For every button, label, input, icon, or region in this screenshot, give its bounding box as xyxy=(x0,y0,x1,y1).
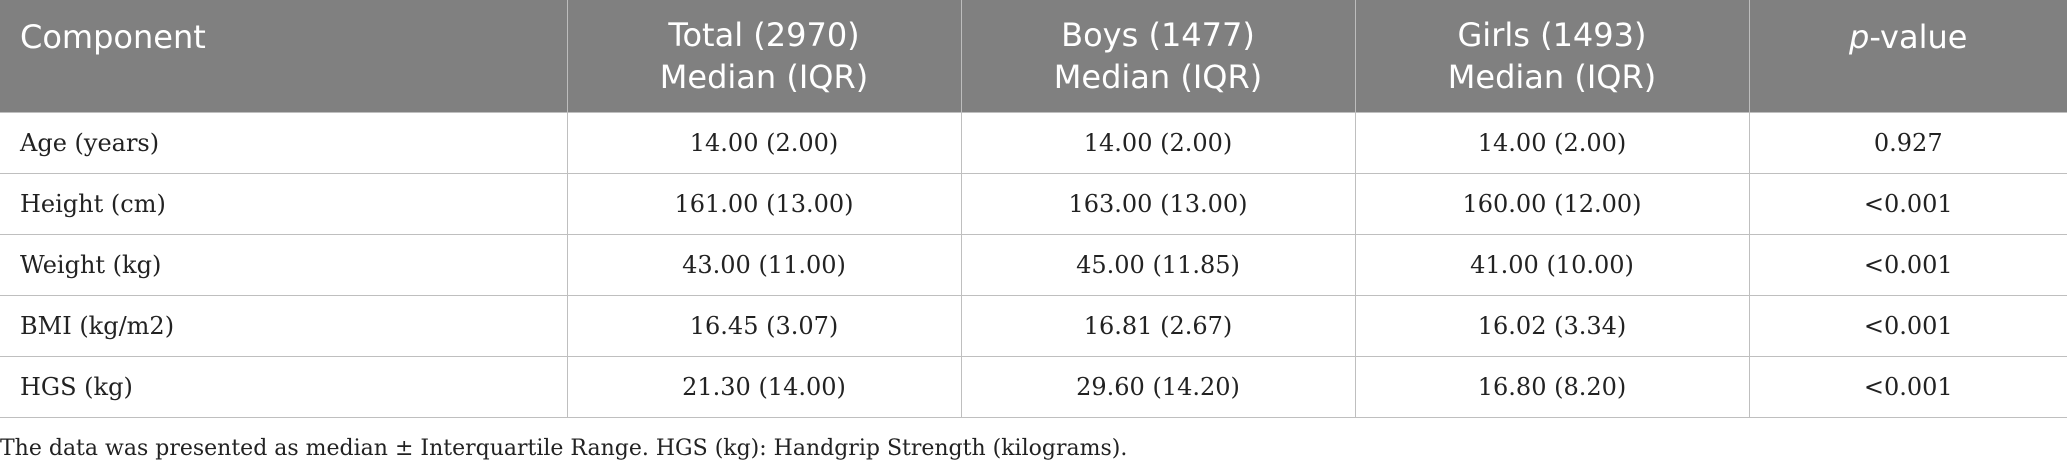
header-girls-line2: Median (IQR) xyxy=(1447,58,1657,96)
header-row: Component Total (2970) Median (IQR) Boys… xyxy=(0,0,2067,113)
cell-total: 14.00 (2.00) xyxy=(566,112,961,174)
cell-total: 16.45 (3.07) xyxy=(566,295,961,357)
cell-girls: 16.02 (3.34) xyxy=(1354,295,1749,357)
header-pvalue-p: p xyxy=(1849,18,1870,56)
cell-total: 43.00 (11.00) xyxy=(566,234,961,296)
header-total: Total (2970) Median (IQR) xyxy=(566,0,961,113)
header-girls-line1: Girls (1493) xyxy=(1457,16,1647,54)
cell-component: Height (cm) xyxy=(0,173,567,235)
cell-pvalue: <0.001 xyxy=(1748,234,2067,296)
cell-pvalue: 0.927 xyxy=(1748,112,2067,174)
cell-component: Age (years) xyxy=(0,112,567,174)
cell-girls: 14.00 (2.00) xyxy=(1354,112,1749,174)
cell-component: HGS (kg) xyxy=(0,356,567,418)
cell-girls: 160.00 (12.00) xyxy=(1354,173,1749,235)
table-body: Age (years) 14.00 (2.00) 14.00 (2.00) 14… xyxy=(0,112,2067,418)
table-row: Height (cm) 161.00 (13.00) 163.00 (13.00… xyxy=(0,173,2067,235)
cell-total: 161.00 (13.00) xyxy=(566,173,961,235)
cell-component: BMI (kg/m2) xyxy=(0,295,567,357)
cell-pvalue: <0.001 xyxy=(1748,173,2067,235)
cell-boys: 14.00 (2.00) xyxy=(960,112,1355,174)
table-row: BMI (kg/m2) 16.45 (3.07) 16.81 (2.67) 16… xyxy=(0,295,2067,357)
table-row: Age (years) 14.00 (2.00) 14.00 (2.00) 14… xyxy=(0,112,2067,174)
header-total-line1: Total (2970) xyxy=(668,16,860,54)
cell-girls: 16.80 (8.20) xyxy=(1354,356,1749,418)
cell-boys: 16.81 (2.67) xyxy=(960,295,1355,357)
table-row: HGS (kg) 21.30 (14.00) 29.60 (14.20) 16.… xyxy=(0,356,2067,418)
data-table: Component Total (2970) Median (IQR) Boys… xyxy=(0,0,2067,418)
cell-total: 21.30 (14.00) xyxy=(566,356,961,418)
cell-component: Weight (kg) xyxy=(0,234,567,296)
header-boys: Boys (1477) Median (IQR) xyxy=(960,0,1355,113)
table-footnote: The data was presented as median ± Inter… xyxy=(0,436,1128,461)
table-header: Component Total (2970) Median (IQR) Boys… xyxy=(0,0,2067,113)
cell-pvalue: <0.001 xyxy=(1748,295,2067,357)
table-row: Weight (kg) 43.00 (11.00) 45.00 (11.85) … xyxy=(0,234,2067,296)
header-pvalue-rest: -value xyxy=(1869,18,1968,56)
cell-boys: 45.00 (11.85) xyxy=(960,234,1355,296)
data-table-container: Component Total (2970) Median (IQR) Boys… xyxy=(0,0,2067,418)
cell-boys: 29.60 (14.20) xyxy=(960,356,1355,418)
header-component: Component xyxy=(0,0,567,113)
cell-pvalue: <0.001 xyxy=(1748,356,2067,418)
header-boys-line2: Median (IQR) xyxy=(1053,58,1263,96)
header-girls: Girls (1493) Median (IQR) xyxy=(1354,0,1749,113)
header-boys-line1: Boys (1477) xyxy=(1061,16,1255,54)
cell-boys: 163.00 (13.00) xyxy=(960,173,1355,235)
cell-girls: 41.00 (10.00) xyxy=(1354,234,1749,296)
header-pvalue: p-value xyxy=(1748,0,2067,113)
header-total-line2: Median (IQR) xyxy=(659,58,869,96)
